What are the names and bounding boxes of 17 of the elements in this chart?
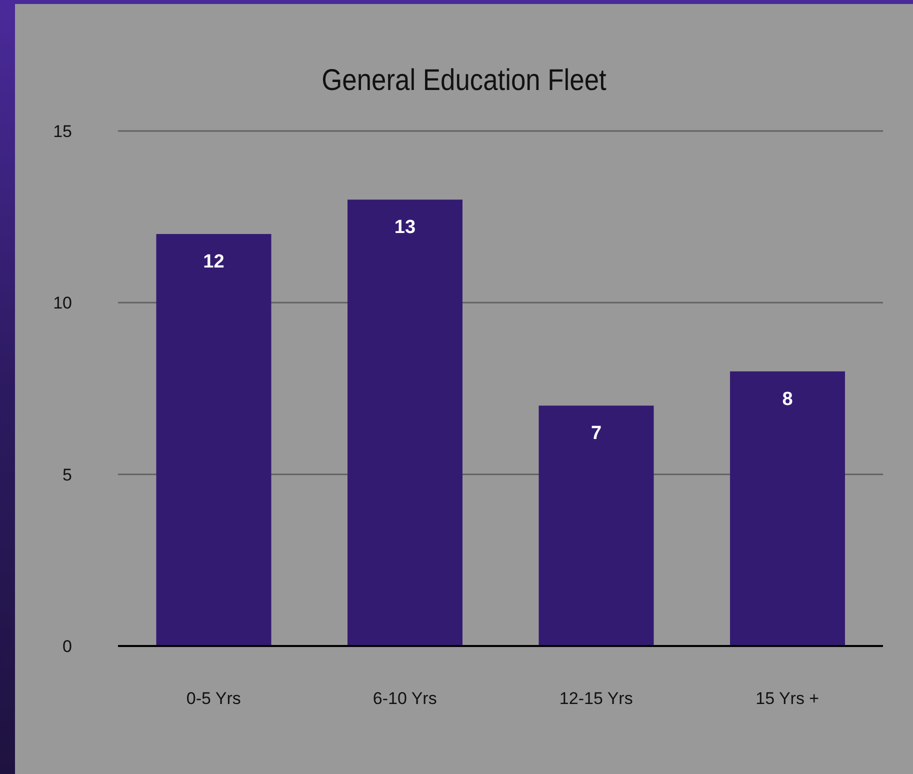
bar: [156, 234, 272, 646]
bar: [538, 406, 654, 646]
data-label: 8: [782, 388, 793, 410]
x-tick-label: 12-15 Yrs: [559, 689, 633, 708]
y-tick-label: 10: [53, 294, 72, 313]
y-tick-label: 15: [53, 122, 72, 142]
data-label: 12: [203, 251, 224, 272]
data-label: 13: [394, 217, 416, 238]
data-label: 7: [590, 423, 602, 444]
bar: [730, 371, 845, 646]
y-tick-label: 5: [62, 465, 72, 484]
x-tick-label: 15 Yrs +: [756, 689, 820, 708]
chart-title: General Education Fleet: [320, 64, 608, 98]
x-tick-label: 6-10 Yrs: [372, 689, 437, 708]
x-tick-label: 0-5 Yrs: [186, 689, 241, 708]
bar: [348, 200, 462, 646]
y-tick-label: 0: [62, 637, 72, 656]
